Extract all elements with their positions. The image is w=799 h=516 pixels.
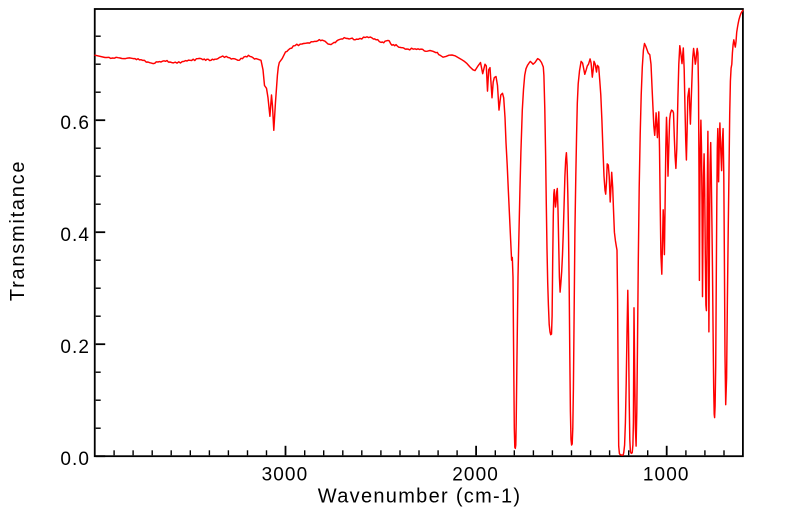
svg-text:Transmitance: Transmitance bbox=[7, 160, 29, 301]
svg-text:3000: 3000 bbox=[262, 465, 309, 486]
svg-text:2000: 2000 bbox=[452, 465, 499, 486]
svg-text:0.2: 0.2 bbox=[60, 337, 90, 358]
svg-text:0.6: 0.6 bbox=[60, 113, 90, 134]
svg-text:1000: 1000 bbox=[643, 465, 690, 486]
svg-text:0.4: 0.4 bbox=[60, 225, 90, 246]
svg-text:Wavenumber (cm-1): Wavenumber (cm-1) bbox=[318, 486, 522, 508]
svg-text:0.0: 0.0 bbox=[60, 449, 90, 470]
